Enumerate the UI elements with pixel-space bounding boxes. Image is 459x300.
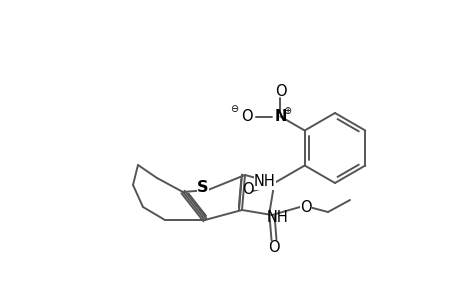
Text: NH: NH [266,211,288,226]
Text: S: S [197,181,208,196]
Text: O: O [300,200,311,214]
Text: ⊕: ⊕ [283,106,291,116]
Text: N: N [274,109,286,124]
Text: O: O [242,182,254,197]
Text: NH: NH [253,175,275,190]
Text: ⊖: ⊖ [230,103,238,113]
Text: O: O [274,84,285,99]
Text: O: O [268,241,279,256]
Text: O: O [240,109,252,124]
